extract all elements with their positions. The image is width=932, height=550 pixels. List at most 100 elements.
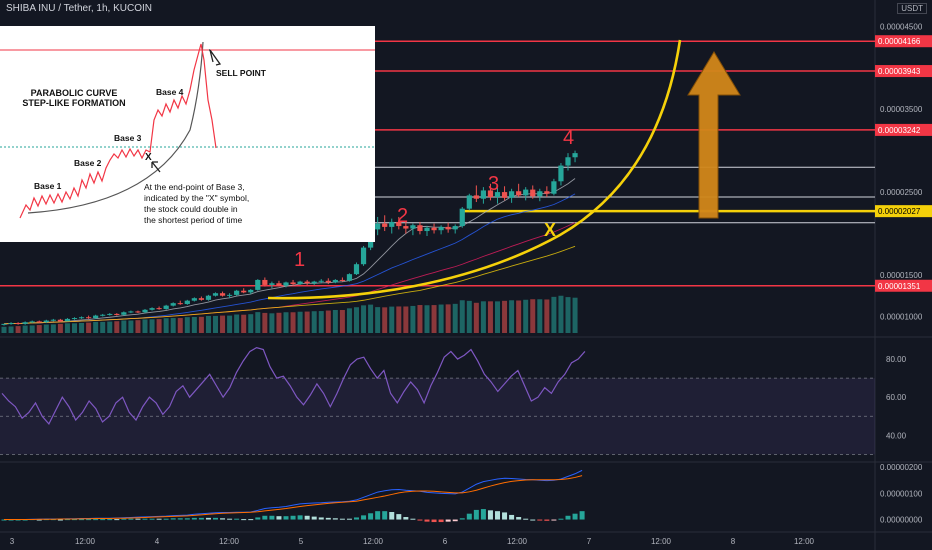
- candle: [121, 311, 127, 316]
- candle: [276, 280, 282, 287]
- macd-histogram-bar: [114, 519, 120, 521]
- candle: [318, 279, 324, 284]
- volume-bar: [177, 318, 183, 333]
- volume-bar: [410, 305, 416, 333]
- volume-bar: [43, 324, 49, 333]
- currency-tag[interactable]: USDT: [897, 3, 927, 14]
- candle: [170, 302, 176, 307]
- volume-bar: [361, 305, 367, 333]
- candle: [431, 223, 437, 234]
- candle: [424, 226, 430, 237]
- candle: [269, 281, 275, 289]
- candle: [15, 322, 21, 325]
- candle-body: [382, 223, 388, 227]
- volume-bar: [466, 300, 472, 333]
- candle-body: [283, 282, 289, 286]
- volume-bar: [346, 308, 352, 333]
- candle-body: [248, 289, 254, 293]
- candle-body: [297, 281, 303, 285]
- candle: [198, 296, 204, 301]
- macd-histogram-bar: [170, 518, 176, 520]
- candle-body: [389, 221, 395, 227]
- candle: [149, 307, 155, 311]
- volume-bar: [262, 312, 268, 333]
- candle: [71, 317, 78, 320]
- macd-histogram-bar: [57, 519, 63, 521]
- candle-body: [494, 192, 501, 198]
- price-tick-label: 0.00001000: [880, 312, 923, 321]
- volume-bar: [487, 301, 493, 333]
- volume-bar: [530, 299, 536, 333]
- rsi-tick-label: 60.00: [886, 393, 907, 402]
- candle: [530, 185, 536, 199]
- candle: [558, 163, 564, 186]
- macd-histogram-bar: [558, 518, 564, 520]
- volume-bar: [241, 314, 247, 333]
- macd-histogram-bar: [487, 510, 493, 520]
- candle-body: [410, 225, 416, 229]
- macd-histogram-bar: [339, 518, 345, 520]
- candle-body: [572, 153, 578, 158]
- macd-histogram-bar: [516, 517, 522, 520]
- volume-bar: [255, 312, 261, 333]
- macd-histogram-bar: [417, 519, 423, 521]
- macd-histogram-bar: [502, 512, 508, 520]
- macd-histogram-bar: [544, 519, 550, 521]
- candle-body: [558, 165, 564, 182]
- level-label: 0.00003943: [878, 67, 921, 76]
- candle-body: [191, 298, 197, 301]
- volume-bar: [234, 314, 240, 333]
- candle-body: [29, 321, 35, 323]
- macd-histogram-bar: [283, 516, 289, 520]
- candle: [375, 216, 381, 236]
- macd-histogram-bar: [191, 517, 197, 520]
- volume-bar: [544, 299, 550, 333]
- macd-histogram-bar: [509, 514, 515, 520]
- level-label-bg: [875, 65, 932, 78]
- candle: [290, 279, 296, 286]
- parabolic-curve: [267, 39, 682, 300]
- candle: [107, 313, 113, 316]
- time-tick-label: 3: [10, 537, 15, 546]
- volume-bar: [523, 299, 529, 333]
- volume-bar: [368, 304, 374, 333]
- volume-bar: [572, 297, 578, 333]
- volume-bar: [248, 314, 254, 333]
- level-label: 0.00001351: [878, 282, 921, 291]
- volume-bar: [64, 323, 70, 333]
- candle: [8, 322, 14, 325]
- macd-tick-label: 0.00000200: [880, 463, 923, 472]
- axes: 0.00004500 0.00003500 0.00002500 0.00001500…: [10, 22, 932, 546]
- volume-bar: [100, 321, 106, 333]
- candle: [234, 289, 240, 296]
- candle: [438, 225, 444, 235]
- volume-bar: [191, 316, 197, 333]
- wave-label-2: 2: [397, 205, 408, 227]
- macd-histogram-bar: [276, 516, 282, 520]
- macd-histogram-bar: [396, 514, 402, 520]
- candle: [565, 153, 571, 171]
- macd-histogram-bar: [346, 518, 352, 520]
- volume-bar: [565, 297, 571, 333]
- wave-label-1: 1: [294, 249, 305, 271]
- volume-bar: [198, 316, 204, 333]
- inset-note-4: the shortest period of time: [144, 215, 243, 225]
- moving-average-line: [3, 178, 576, 325]
- rsi-pane: [0, 346, 875, 455]
- time-tick-label: 12:00: [363, 537, 384, 546]
- candle: [544, 186, 550, 198]
- candle-body: [93, 315, 99, 319]
- sell-arrow-icon: [209, 49, 222, 66]
- macd-histogram-bar: [459, 518, 465, 520]
- macd-histogram-bar: [530, 519, 536, 521]
- level-label: 0.00003242: [878, 126, 921, 135]
- candle-body: [565, 157, 571, 166]
- macd-histogram-bar: [177, 518, 183, 520]
- volume-bar: [537, 299, 543, 333]
- macd-histogram-bar: [410, 518, 416, 520]
- macd-histogram-bar: [128, 518, 134, 520]
- macd-histogram-bar: [227, 518, 233, 520]
- candle-body: [403, 226, 409, 229]
- time-tick-label: 12:00: [507, 537, 528, 546]
